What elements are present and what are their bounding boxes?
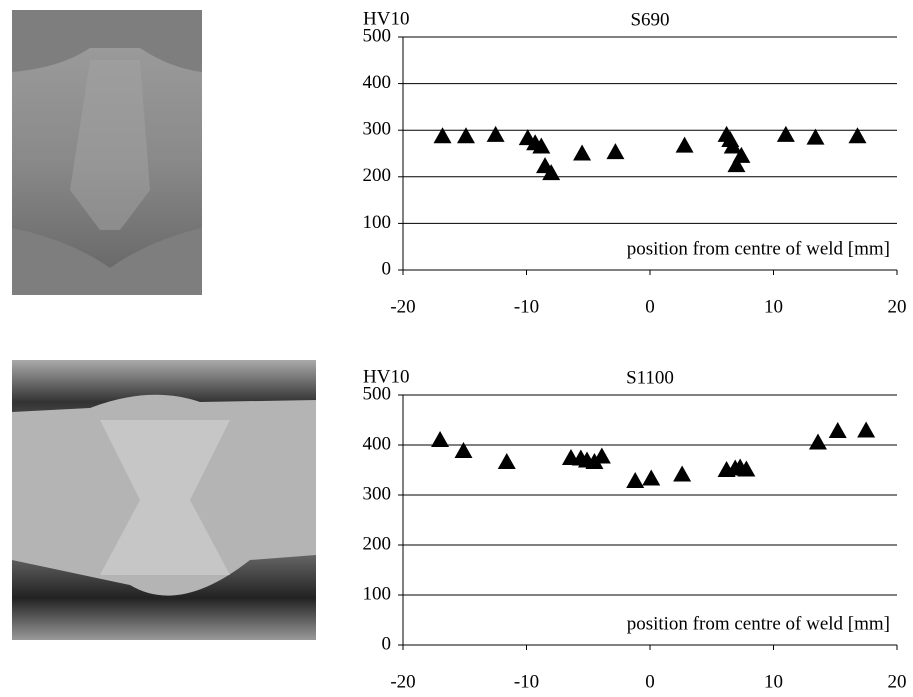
data-point	[542, 164, 561, 181]
data-point	[675, 136, 694, 153]
data-point	[732, 146, 751, 163]
y-axis-label: HV10	[363, 366, 409, 387]
data-point	[642, 469, 661, 486]
data-point	[431, 431, 450, 447]
y-tick-label: 0	[382, 633, 392, 654]
annotation: position from centre of weld [mm]	[627, 613, 890, 634]
data-point	[828, 422, 847, 438]
annotation: position from centre of weld [mm]	[627, 238, 890, 259]
y-tick-label: 500	[363, 25, 392, 46]
data-point	[857, 421, 876, 438]
x-tick-label: 0	[645, 296, 655, 317]
y-tick-label: 500	[363, 383, 392, 404]
y-tick-label: 100	[363, 212, 392, 233]
data-point	[737, 460, 756, 477]
y-tick-label: 300	[363, 119, 392, 140]
y-tick-label: 300	[363, 483, 392, 504]
data-point	[486, 125, 505, 142]
data-point	[776, 125, 795, 142]
data-point	[626, 472, 645, 488]
data-point	[454, 442, 473, 458]
y-tick-label: 100	[363, 583, 392, 604]
y-tick-label: 200	[363, 533, 392, 554]
x-tick-label: 10	[764, 671, 783, 692]
chart-title: S1100	[626, 367, 674, 388]
x-tick-label: -10	[514, 296, 539, 317]
y-tick-label: 400	[363, 72, 392, 93]
data-point	[808, 433, 827, 450]
y-axis-label: HV10	[363, 8, 409, 29]
data-point	[848, 127, 867, 144]
x-tick-label: 10	[764, 296, 783, 317]
y-tick-label: 0	[382, 258, 392, 279]
data-point	[673, 465, 692, 482]
data-point	[727, 156, 746, 173]
weld-photo-bottom	[12, 360, 316, 640]
x-tick-label: 20	[888, 671, 907, 692]
data-point	[433, 127, 452, 144]
x-tick-label: -20	[390, 296, 415, 317]
x-tick-label: 0	[645, 671, 655, 692]
y-tick-label: 200	[363, 165, 392, 186]
data-point	[573, 144, 592, 161]
data-point	[592, 447, 611, 464]
x-tick-label: 20	[888, 296, 907, 317]
y-tick-label: 400	[363, 433, 392, 454]
data-point	[806, 128, 825, 145]
x-tick-label: -20	[390, 671, 415, 692]
data-point	[606, 143, 625, 160]
chart-title: S690	[630, 9, 669, 30]
data-point	[532, 137, 551, 154]
data-point	[497, 453, 516, 469]
weld-photo-top	[12, 10, 202, 295]
data-point	[723, 137, 742, 154]
x-tick-label: -10	[514, 671, 539, 692]
data-point	[456, 127, 475, 144]
